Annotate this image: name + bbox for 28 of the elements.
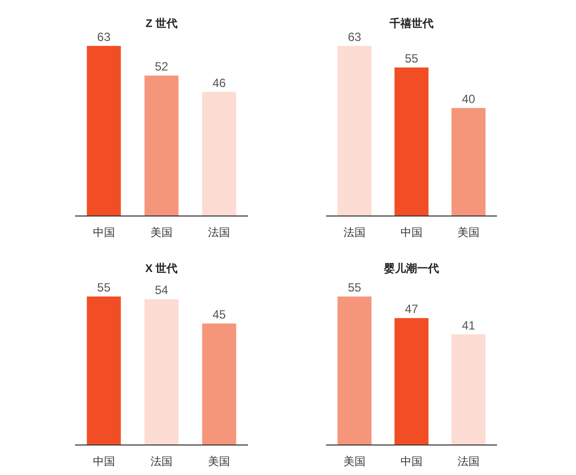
x-tick-label: 法国 [458, 455, 480, 468]
x-tick-label: 中国 [92, 226, 115, 239]
data-label: 40 [462, 92, 476, 106]
x-tick-label: 美国 [208, 455, 230, 468]
x-tick-label: 美国 [458, 226, 480, 239]
x-tick-label: 中国 [400, 455, 422, 468]
x-tick-label: 法国 [344, 226, 366, 239]
data-label: 41 [462, 318, 476, 332]
data-label: 52 [154, 60, 168, 74]
data-label: 55 [404, 52, 418, 66]
data-label: 46 [212, 76, 226, 90]
data-label: 55 [97, 280, 111, 294]
data-label: 54 [154, 283, 168, 298]
x-tick-label: 法国 [150, 455, 172, 468]
chart-title: X 世代 [145, 262, 178, 275]
chart-title: 千禧世代 [388, 17, 434, 30]
x-tick-label: 中国 [400, 226, 422, 239]
x-tick-label: 法国 [208, 226, 230, 239]
data-label: 45 [212, 308, 226, 322]
data-label: 63 [97, 30, 111, 44]
data-label: 63 [348, 30, 362, 44]
x-tick-label: 中国 [92, 455, 115, 468]
data-label: 55 [348, 280, 362, 294]
x-tick-label: 美国 [344, 455, 366, 468]
x-tick-label: 美国 [150, 226, 172, 239]
chart-title: 婴儿潮一代 [383, 262, 439, 275]
chart-title: Z 世代 [146, 17, 178, 30]
data-label: 47 [404, 302, 418, 316]
